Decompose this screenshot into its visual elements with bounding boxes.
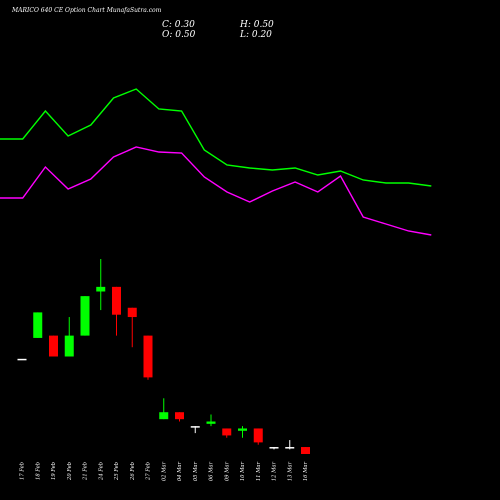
- candle-body: [64, 335, 74, 357]
- candle-body: [238, 428, 247, 431]
- candle: [269, 447, 279, 450]
- candle-body: [253, 428, 263, 443]
- candle: [206, 414, 216, 427]
- candle: [127, 307, 137, 348]
- candle: [112, 286, 121, 336]
- candle-body: [33, 312, 43, 338]
- x-tick-label: 05 Mar: [193, 461, 199, 481]
- x-tick-label: 26 Feb: [130, 462, 136, 481]
- x-tick-label: 10 Mar: [240, 461, 246, 481]
- candle: [285, 440, 295, 450]
- candle-body: [127, 307, 137, 318]
- candle-body: [49, 335, 58, 357]
- upper-indicator-line: [0, 88, 432, 187]
- x-tick-label: 21 Feb: [83, 462, 89, 481]
- lower-indicator-line: [0, 146, 432, 236]
- x-tick-label: 24 Feb: [98, 462, 104, 481]
- candle: [143, 335, 153, 380]
- candle-body: [80, 296, 90, 336]
- lower-indicator-layer: [0, 146, 432, 236]
- candle-body: [269, 447, 279, 449]
- open-value: O: 0.50: [162, 30, 196, 40]
- x-tick-label: 20 Feb: [67, 462, 73, 481]
- candle-body: [222, 428, 232, 436]
- candle-body: [17, 358, 27, 361]
- candle-body: [96, 286, 106, 292]
- x-tick-label: 19 Feb: [51, 462, 57, 480]
- high-value: H: 0.50: [240, 20, 274, 30]
- candle-body: [206, 421, 216, 424]
- candle: [64, 317, 74, 357]
- candle-body: [190, 426, 200, 428]
- candle: [175, 412, 184, 422]
- x-tick-label: 04 Mar: [177, 461, 183, 481]
- candle: [222, 428, 232, 438]
- chart-title: MARICO 640 CE Option Chart MunafaSutra.c…: [12, 7, 162, 14]
- x-axis-labels: 17 Feb 18 Feb 19 Feb 20 Feb 21 Feb 24 Feb 25 F…: [20, 461, 310, 481]
- candle: [17, 358, 27, 361]
- low-value: L: 0.20: [240, 30, 272, 40]
- candle-body: [301, 447, 310, 454]
- candle: [159, 398, 169, 420]
- x-tick-label: 06 Mar: [209, 461, 215, 481]
- close-value: C: 0.30: [162, 20, 195, 30]
- candle: [238, 426, 247, 438]
- x-tick-label: 18 Feb: [35, 462, 41, 480]
- candle-body: [143, 335, 153, 378]
- candle-body: [112, 286, 121, 315]
- x-tick-label: 12 Mar: [272, 461, 278, 481]
- candle: [33, 312, 43, 338]
- x-tick-label: 09 Mar: [224, 461, 230, 481]
- candle-body: [175, 412, 184, 420]
- upper-indicator-layer: [0, 88, 432, 187]
- candle-body: [159, 412, 169, 420]
- candle: [301, 447, 310, 454]
- candle: [80, 296, 90, 336]
- x-tick-label: 16 Mar: [303, 461, 309, 481]
- candle-body: [285, 447, 295, 449]
- candle: [190, 426, 200, 434]
- x-tick-label: 11 Mar: [256, 461, 262, 481]
- x-tick-label: 02 Mar: [161, 461, 167, 481]
- x-tick-label: 13 Mar: [287, 461, 293, 481]
- candles-layer: [17, 259, 310, 454]
- candle: [49, 335, 58, 357]
- x-tick-label: 25 Feb: [114, 462, 120, 481]
- candle: [253, 428, 263, 445]
- x-tick-label: 27 Feb: [146, 462, 152, 481]
- candle: [96, 259, 106, 311]
- x-tick-label: 17 Feb: [20, 462, 26, 480]
